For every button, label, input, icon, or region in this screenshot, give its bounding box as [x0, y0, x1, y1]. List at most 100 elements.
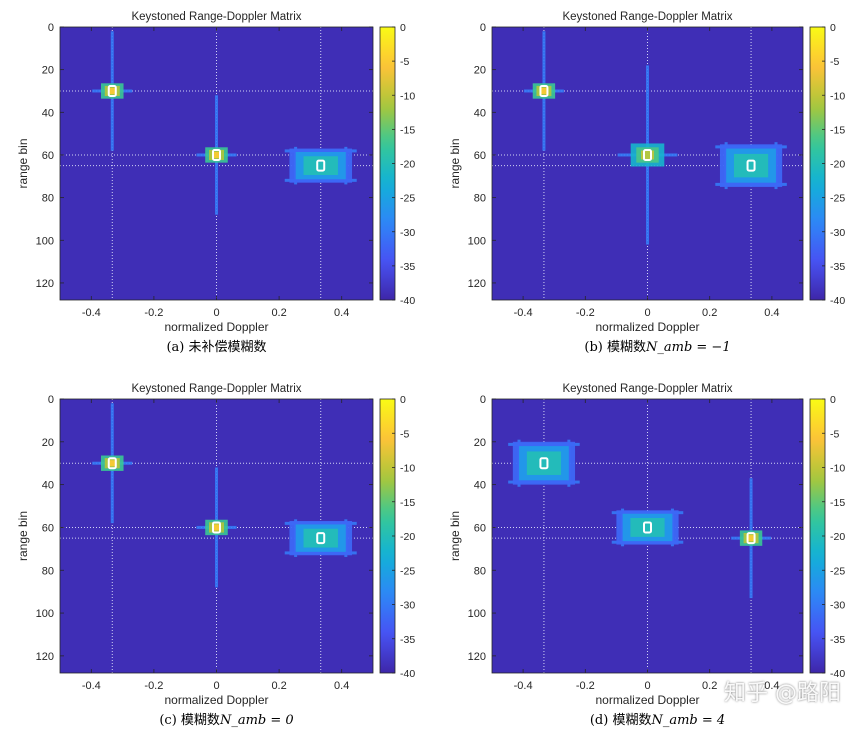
y-tick-label: 0	[480, 394, 486, 406]
y-tick-label: 20	[42, 437, 54, 449]
colorbar-tick-label: -35	[400, 261, 415, 273]
y-tick-label: 0	[48, 22, 54, 34]
target-1	[92, 31, 133, 151]
colorbar-tick-label: -10	[830, 463, 845, 475]
caption: (c) 模糊数N_amb = 0	[159, 712, 293, 728]
target-glow	[212, 524, 221, 531]
x-tick-label: 0.4	[334, 307, 349, 319]
colorbar-tick-label: -5	[400, 56, 409, 68]
colorbar-tick-label: -25	[830, 193, 845, 205]
x-tick-label: 0	[213, 307, 219, 319]
target-marker	[212, 148, 221, 161]
caption-text: 模糊数	[607, 339, 646, 355]
x-tick-label: -0.4	[514, 307, 533, 319]
target-glow	[539, 87, 549, 94]
target-glow	[212, 151, 221, 158]
colorbar-tick-label: -20	[400, 159, 415, 171]
target-3	[284, 146, 357, 185]
y-tick-label: 20	[474, 65, 486, 77]
colorbar-tick-label: -5	[830, 428, 839, 440]
colorbar-tick-label: -10	[830, 90, 845, 102]
caption: (d) 模糊数N_amb = 4	[590, 712, 725, 728]
x-tick-label: 0.2	[702, 307, 717, 319]
x-tick-label: -0.4	[82, 680, 101, 692]
target-glow	[303, 528, 338, 548]
target-glow	[107, 460, 117, 467]
x-tick-label: 0.2	[271, 307, 286, 319]
x-tick-label: 0.4	[764, 680, 779, 692]
caption-text: 模糊数	[181, 712, 220, 728]
chart-title: Keystoned Range-Doppler Matrix	[131, 11, 301, 23]
caption-text: 模糊数	[612, 712, 651, 728]
colorbar-tick-label: -25	[830, 565, 845, 577]
target-glow	[526, 451, 562, 475]
heatmap-content	[492, 399, 803, 673]
target-glow	[630, 518, 665, 537]
target-marker	[107, 84, 117, 97]
colorbar-tick-label: -25	[400, 565, 415, 577]
panel-a: Keystoned Range-Doppler Matrix -0.4 -0.2 0 0…	[16, 11, 415, 355]
caption-label: (c)	[159, 713, 181, 728]
x-tick-label: 0	[644, 680, 650, 692]
x-tick-label: 0	[644, 307, 650, 319]
target-glow	[733, 153, 769, 178]
colorbar-tick-label: 0	[830, 22, 836, 34]
colorbar-tick-label: -30	[830, 227, 845, 239]
target-marker	[316, 532, 326, 545]
colorbar-tick-label: 0	[400, 394, 406, 406]
heatmap-content	[60, 27, 373, 300]
heatmap-content	[492, 27, 803, 300]
y-tick-label: 120	[468, 278, 486, 290]
y-tick-label: 40	[42, 480, 54, 492]
y-tick-label: 0	[480, 22, 486, 34]
colorbar-tick-label: -15	[400, 497, 415, 509]
chart-title: Keystoned Range-Doppler Matrix	[562, 383, 732, 395]
colorbar-tick-label: -30	[830, 600, 845, 612]
y-tick-label: 120	[468, 651, 486, 663]
panel-d: Keystoned Range-Doppler Matrix -0.4 -0.2 0 0…	[448, 383, 845, 728]
y-tick-label: 80	[42, 193, 54, 205]
colorbar-tick-label: -30	[400, 227, 415, 239]
chart-title: Keystoned Range-Doppler Matrix	[131, 383, 301, 395]
caption-label: (b)	[584, 340, 607, 355]
y-tick-label: 60	[474, 522, 486, 534]
target-2	[196, 95, 237, 215]
heatmap-content	[60, 399, 373, 673]
y-axis-label: range bin	[16, 138, 30, 188]
colorbar-tick-label: -40	[400, 668, 415, 680]
x-axis-label: normalized Doppler	[164, 320, 268, 334]
caption-math: N_amb = −1	[645, 340, 731, 355]
target-marker	[539, 457, 549, 470]
colorbar-tick-label: -20	[830, 159, 845, 171]
target-1	[92, 403, 133, 524]
x-tick-label: 0.2	[702, 680, 717, 692]
colorbar-tick-label: -30	[400, 600, 415, 612]
y-tick-label: 100	[468, 608, 486, 620]
y-tick-label: 120	[36, 278, 54, 290]
colorbar-tick-label: -40	[830, 668, 845, 680]
y-tick-label: 60	[474, 150, 486, 162]
y-tick-label: 20	[42, 65, 54, 77]
caption-math: N_amb = 4	[650, 713, 725, 728]
target-2	[196, 467, 237, 588]
colorbar-tick-label: -35	[830, 634, 845, 646]
y-tick-label: 40	[474, 107, 486, 119]
x-axis-label: normalized Doppler	[164, 693, 268, 707]
target-1	[524, 31, 564, 151]
target-2	[617, 65, 678, 245]
x-tick-label: -0.2	[576, 680, 595, 692]
colorbar-tick-label: -15	[830, 124, 845, 136]
target-glow	[640, 150, 655, 160]
caption-text: 未补偿模糊数	[189, 339, 267, 355]
target-glow	[107, 87, 117, 94]
colorbar-tick-label: -20	[400, 531, 415, 543]
x-tick-label: -0.2	[144, 307, 163, 319]
colorbar-tick-label: 0	[400, 22, 406, 34]
target-marker	[746, 532, 756, 545]
x-axis-label: normalized Doppler	[595, 320, 699, 334]
y-tick-label: 20	[474, 437, 486, 449]
colorbar-tick-label: -25	[400, 193, 415, 205]
x-tick-label: -0.2	[576, 307, 595, 319]
y-tick-label: 100	[468, 235, 486, 247]
